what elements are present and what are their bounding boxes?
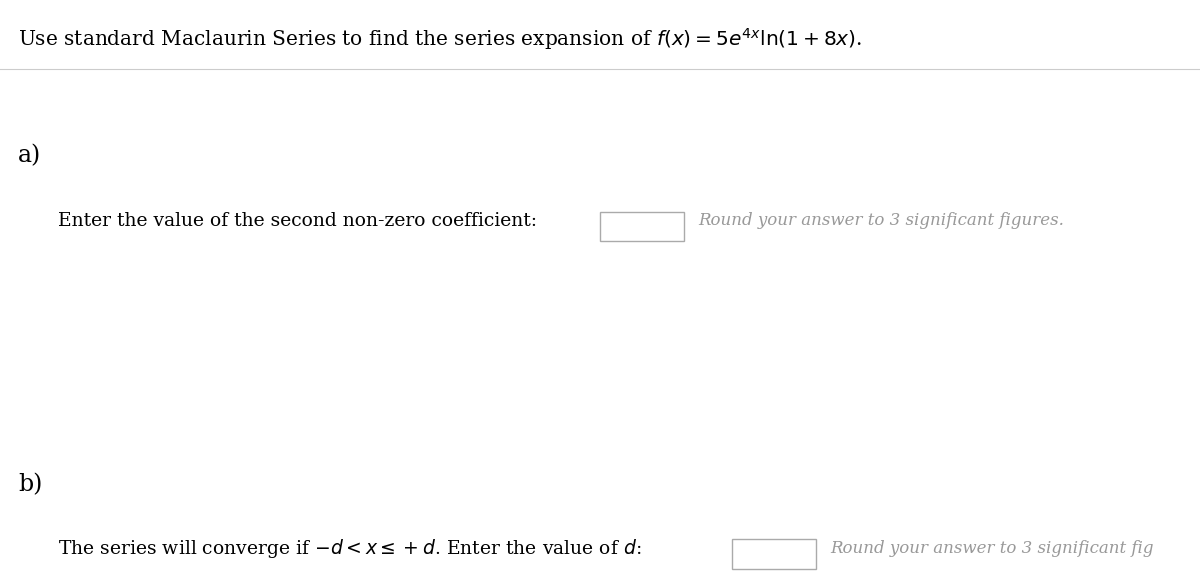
Text: b): b) bbox=[18, 473, 42, 497]
Text: Use standard Maclaurin Series to find the series expansion of $f(x) = 5e^{4x} \l: Use standard Maclaurin Series to find th… bbox=[18, 26, 863, 52]
Text: a): a) bbox=[18, 144, 41, 168]
Text: Round your answer to 3 significant figures.: Round your answer to 3 significant figur… bbox=[698, 212, 1064, 229]
Text: Enter the value of the second non-zero coefficient:: Enter the value of the second non-zero c… bbox=[58, 212, 536, 229]
FancyBboxPatch shape bbox=[732, 539, 816, 569]
FancyBboxPatch shape bbox=[600, 212, 684, 241]
Text: Round your answer to 3 significant fig: Round your answer to 3 significant fig bbox=[830, 540, 1154, 556]
Text: The series will converge if $-d < x \leq +d$. Enter the value of $d$:: The series will converge if $-d < x \leq… bbox=[58, 536, 641, 560]
